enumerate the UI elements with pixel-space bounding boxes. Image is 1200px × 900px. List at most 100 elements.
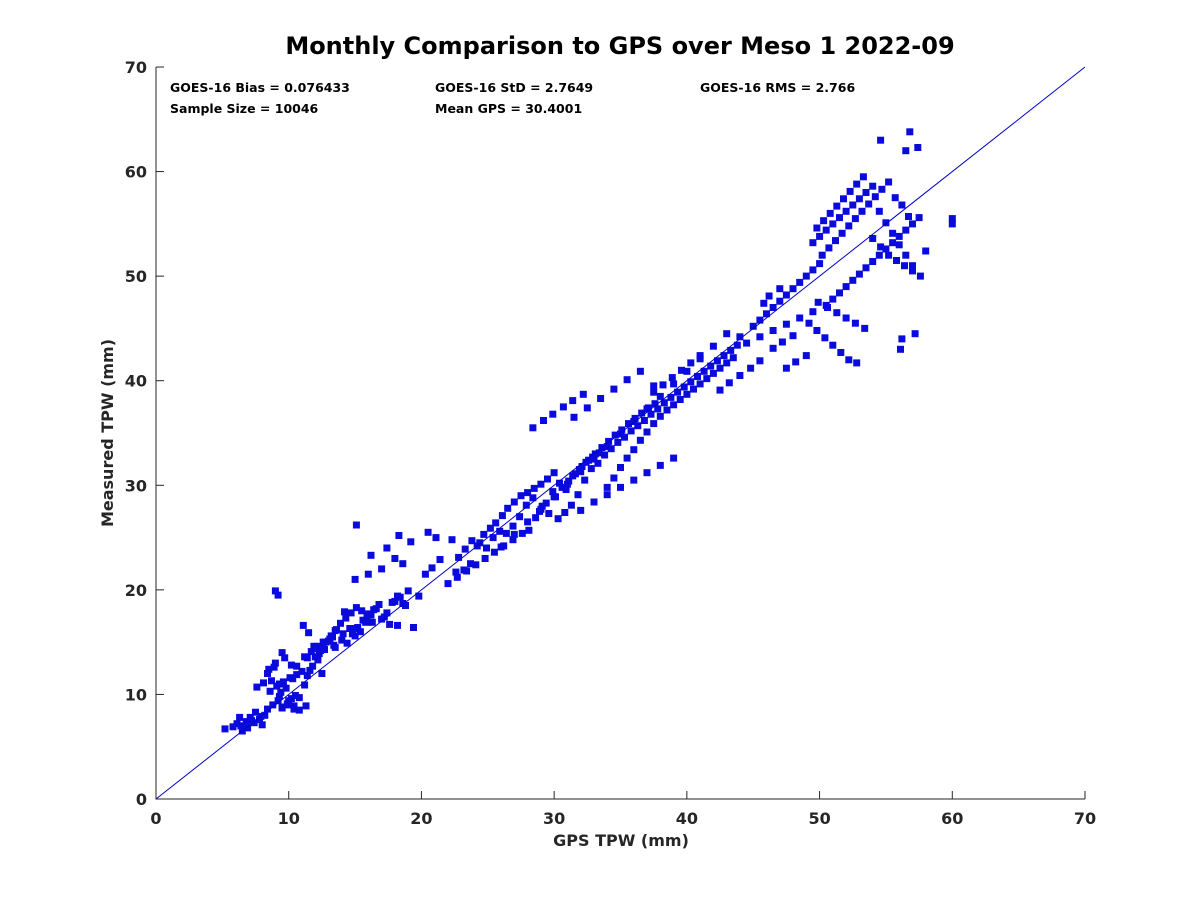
data-point bbox=[638, 409, 646, 417]
data-point bbox=[279, 678, 287, 686]
data-point bbox=[643, 469, 651, 477]
data-point bbox=[574, 491, 582, 499]
data-point bbox=[948, 220, 956, 228]
data-point bbox=[809, 266, 817, 274]
data-point bbox=[490, 548, 498, 556]
data-point bbox=[258, 721, 266, 729]
data-point bbox=[703, 375, 711, 383]
data-point bbox=[550, 469, 558, 477]
data-point bbox=[577, 468, 585, 476]
y-tick-label: 20 bbox=[125, 581, 147, 600]
data-point bbox=[694, 373, 701, 380]
data-point bbox=[372, 605, 380, 613]
data-point bbox=[383, 609, 391, 617]
data-point bbox=[331, 627, 339, 635]
data-point bbox=[268, 677, 275, 685]
data-point bbox=[289, 675, 297, 683]
data-point bbox=[749, 322, 757, 330]
data-point bbox=[571, 470, 579, 478]
data-point bbox=[264, 670, 271, 677]
data-point bbox=[444, 580, 452, 588]
data-point bbox=[789, 332, 797, 340]
data-point bbox=[455, 553, 463, 561]
data-point bbox=[293, 671, 301, 679]
data-point bbox=[309, 662, 317, 670]
data-point bbox=[796, 314, 804, 322]
data-point bbox=[290, 705, 298, 713]
data-point bbox=[607, 445, 615, 453]
x-axis-label: GPS TPW (mm) bbox=[553, 831, 689, 850]
x-tick-label: 70 bbox=[1074, 809, 1096, 828]
data-point bbox=[281, 654, 289, 662]
data-point bbox=[678, 366, 685, 374]
data-point bbox=[265, 665, 273, 673]
data-point bbox=[595, 449, 603, 457]
x-tick-label: 10 bbox=[278, 809, 300, 828]
x-tick-label: 30 bbox=[543, 809, 565, 828]
data-point bbox=[674, 388, 682, 396]
y-tick-label: 10 bbox=[125, 685, 147, 704]
data-point bbox=[696, 380, 704, 388]
data-point bbox=[623, 454, 631, 462]
data-point bbox=[869, 182, 877, 190]
data-point bbox=[305, 629, 313, 637]
data-point bbox=[709, 342, 717, 350]
data-point bbox=[836, 214, 843, 222]
data-point bbox=[630, 418, 638, 425]
data-point bbox=[756, 316, 764, 324]
data-point bbox=[902, 226, 910, 234]
data-point bbox=[948, 215, 956, 223]
data-point bbox=[351, 632, 359, 640]
data-point bbox=[264, 705, 271, 713]
data-point bbox=[367, 611, 375, 619]
data-point bbox=[901, 262, 908, 270]
data-point bbox=[237, 722, 245, 730]
data-point bbox=[388, 598, 396, 606]
data-point bbox=[303, 672, 311, 680]
data-point bbox=[853, 359, 861, 367]
data-point bbox=[561, 509, 569, 516]
data-point bbox=[532, 514, 540, 522]
data-point bbox=[266, 687, 274, 695]
data-point bbox=[643, 405, 651, 413]
data-point bbox=[221, 725, 229, 733]
data-point bbox=[895, 241, 903, 249]
data-point bbox=[510, 498, 518, 506]
data-point bbox=[587, 465, 595, 473]
data-point bbox=[275, 680, 283, 688]
data-point bbox=[853, 180, 861, 188]
data-point bbox=[840, 195, 847, 203]
data-point bbox=[567, 501, 575, 509]
chart-title: Monthly Comparison to GPS over Meso 1 20… bbox=[285, 32, 954, 60]
data-point bbox=[502, 529, 510, 537]
data-point bbox=[448, 536, 456, 544]
data-point bbox=[809, 239, 817, 247]
data-point bbox=[878, 185, 886, 193]
data-point bbox=[865, 200, 873, 208]
data-point bbox=[769, 304, 777, 311]
data-point bbox=[683, 390, 691, 398]
data-point bbox=[845, 222, 853, 230]
data-point bbox=[338, 636, 346, 644]
data-point bbox=[306, 666, 314, 674]
data-point bbox=[729, 354, 737, 362]
y-tick-label: 50 bbox=[125, 267, 147, 286]
data-point bbox=[727, 346, 735, 354]
data-point bbox=[428, 564, 436, 572]
data-point bbox=[654, 405, 662, 413]
data-point bbox=[756, 357, 764, 365]
data-point bbox=[301, 681, 309, 689]
data-point bbox=[270, 663, 278, 671]
data-point bbox=[274, 697, 282, 705]
data-point bbox=[776, 297, 784, 305]
data-point bbox=[877, 136, 885, 144]
data-point bbox=[583, 404, 591, 412]
data-point bbox=[756, 333, 764, 341]
data-point bbox=[480, 530, 488, 538]
data-point bbox=[590, 455, 598, 463]
one-to-one-line bbox=[155, 66, 1086, 800]
data-point bbox=[577, 506, 585, 514]
data-point bbox=[421, 570, 429, 578]
data-point bbox=[603, 483, 611, 491]
data-point bbox=[826, 209, 834, 217]
